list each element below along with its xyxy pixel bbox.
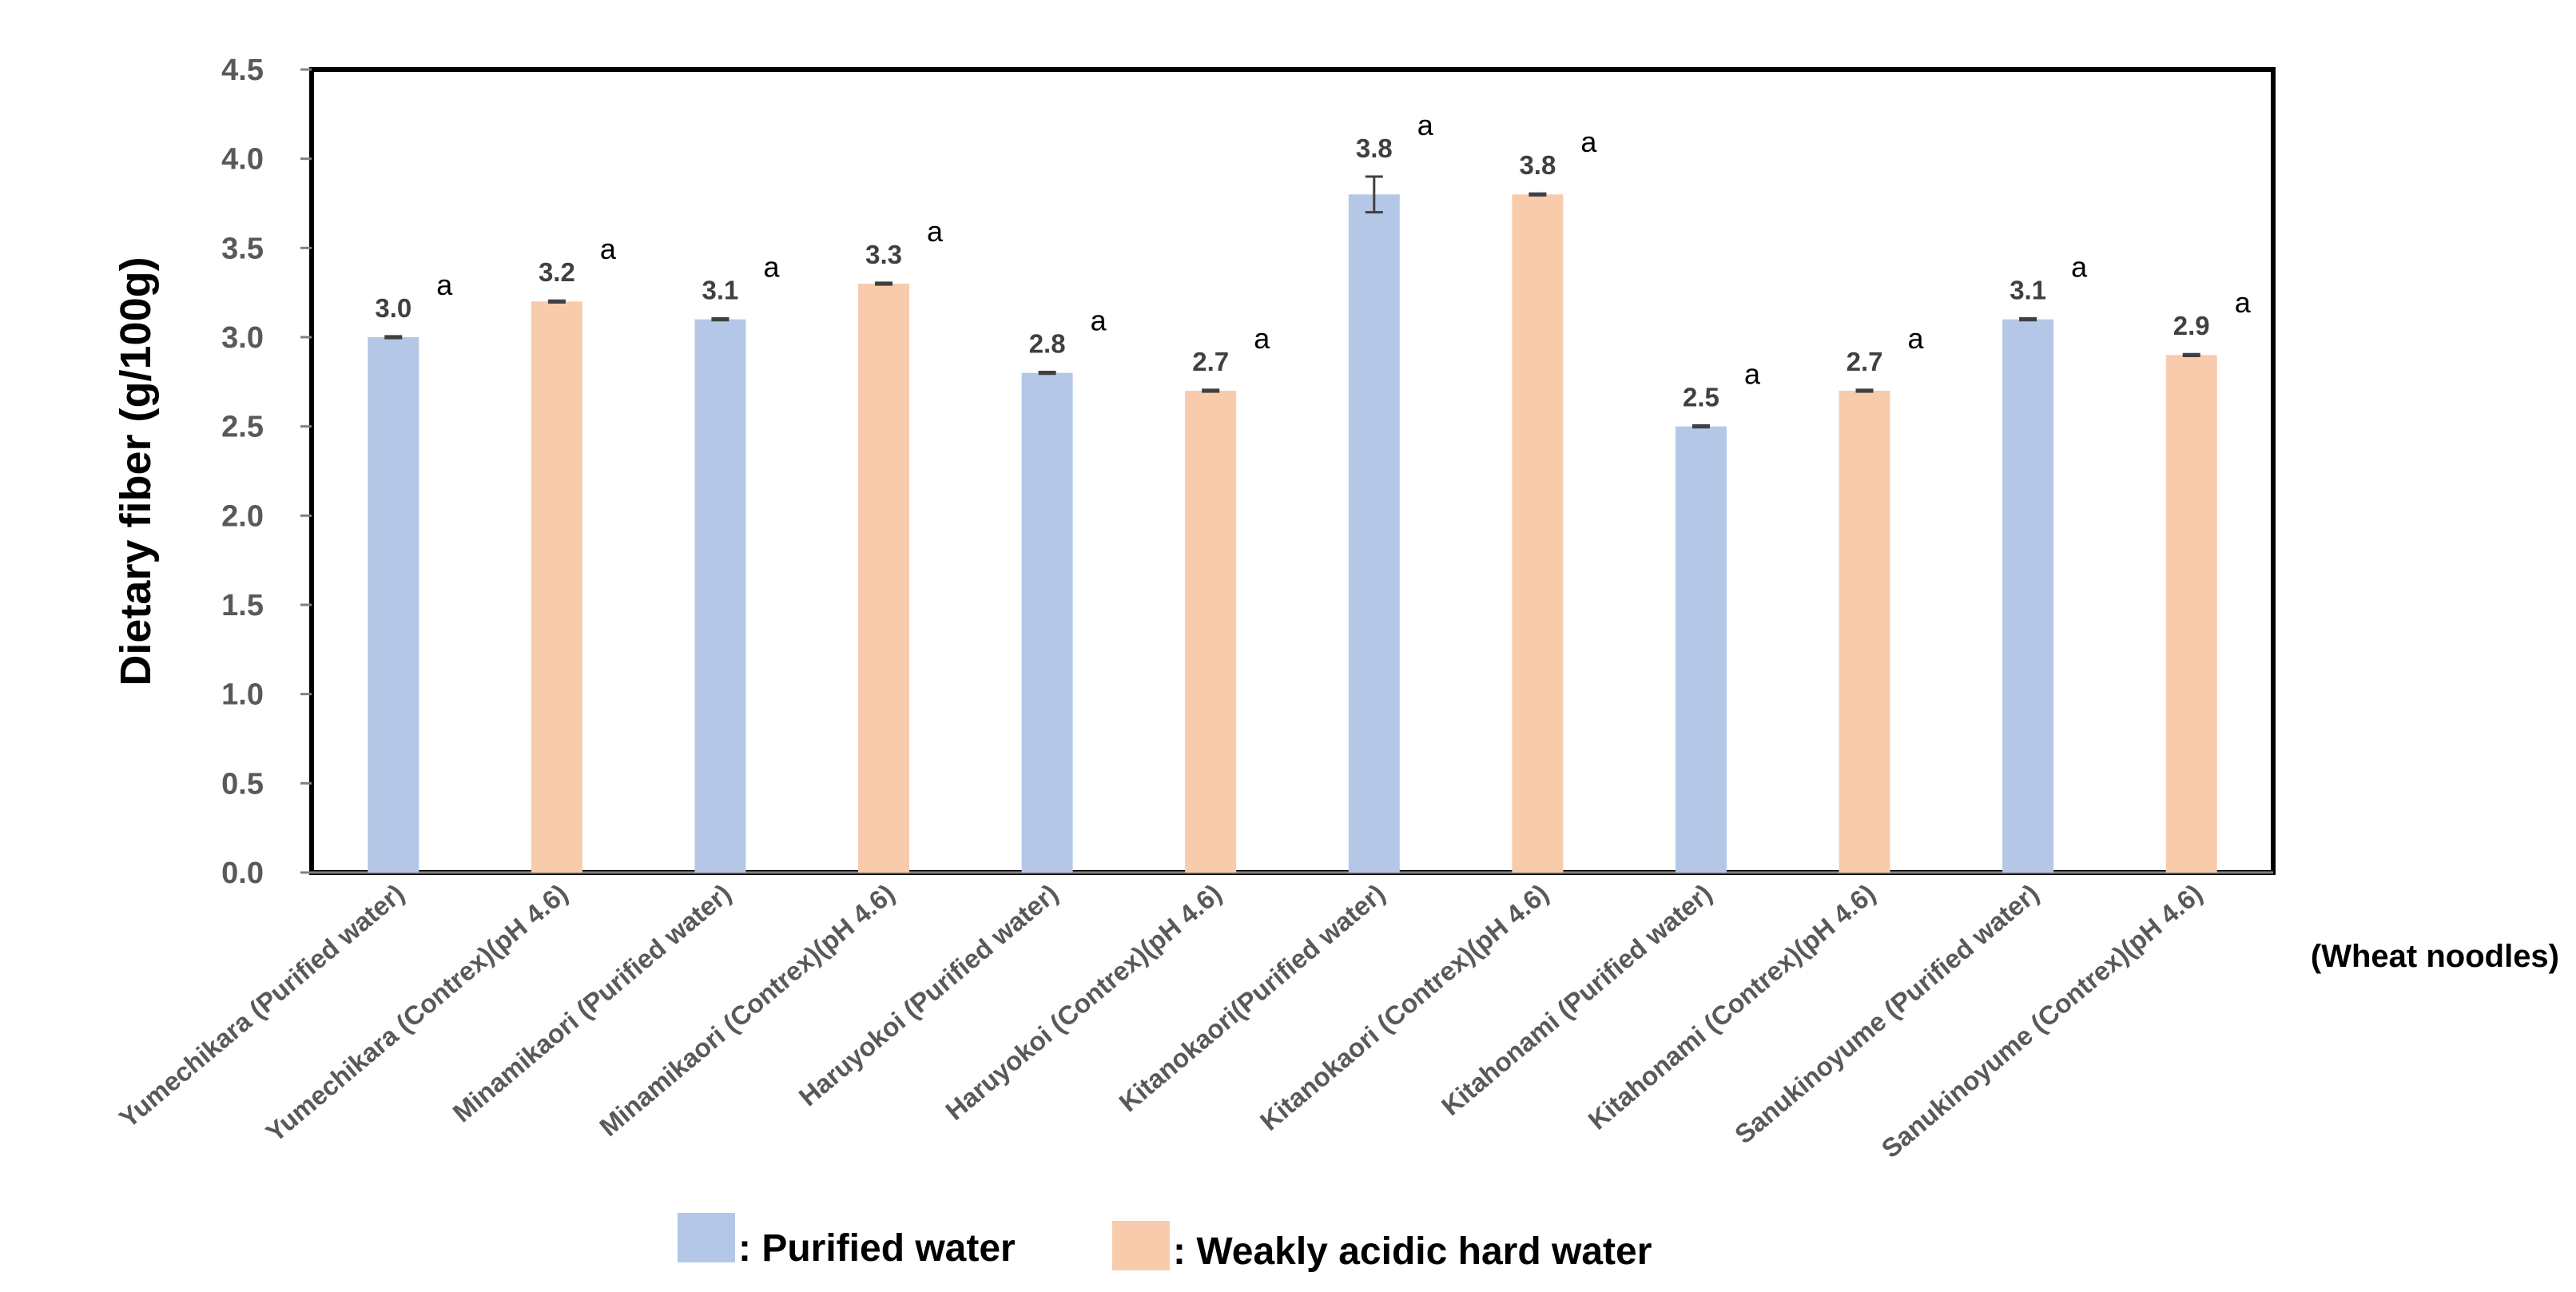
bar	[368, 337, 419, 873]
error-bars	[384, 175, 2200, 429]
significance-letter: a	[1254, 322, 1270, 355]
data-label: 3.0	[375, 293, 411, 323]
error-bar	[1365, 175, 1383, 214]
x-category-label: Minamikaori (Purified water)	[447, 878, 737, 1127]
significance-letter: a	[2071, 251, 2088, 284]
significance-letters: a a a a a a a a a a a a	[436, 109, 2251, 391]
bar	[694, 319, 746, 873]
data-label: 2.7	[1192, 347, 1229, 376]
legend: : Purified water : Weakly acidic hard wa…	[678, 1213, 1652, 1273]
data-label: 3.3	[865, 240, 902, 269]
significance-letter: a	[1908, 322, 1925, 355]
data-label: 3.8	[1356, 133, 1393, 163]
x-category-label: Yumechikara (Purified water)	[113, 878, 410, 1134]
significance-letter: a	[1744, 358, 1761, 391]
bar	[1512, 194, 1564, 873]
y-tick-label: 4.0	[221, 143, 264, 177]
x-category-label: Minamikaori (Contrex)(pH 4.6)	[594, 878, 900, 1142]
significance-letter: a	[927, 215, 944, 248]
x-category-label: Haruyokoi (Purified water)	[793, 878, 1063, 1111]
legend-label-purified-water: : Purified water	[738, 1227, 1016, 1270]
error-bar	[547, 299, 566, 304]
error-bar	[1855, 388, 1874, 393]
y-tick-label: 1.0	[221, 678, 264, 712]
data-label: 3.1	[702, 276, 739, 305]
significance-letter: a	[1580, 125, 1597, 158]
x-category-label: Haruyokoi (Contrex)(pH 4.6)	[940, 878, 1226, 1126]
data-labels: 3.0 3.2 3.1 3.3 2.8 2.7 3.8 3.8 2.5 2.7 3.1 2.9	[375, 133, 2209, 412]
significance-letter: a	[1417, 109, 1434, 141]
x-category-label: Kitanokaori (Contrex)(pH 4.6)	[1254, 878, 1554, 1136]
y-tick-label: 1.5	[221, 589, 264, 622]
bar	[1675, 426, 1727, 873]
error-bar	[1691, 424, 1710, 429]
x-axis-category-labels: Yumechikara (Purified water)Yumechikara …	[113, 878, 2208, 1163]
data-label: 2.7	[1847, 347, 1883, 376]
x-axis-note: (Wheat noodles)	[2311, 939, 2559, 974]
y-tick-label: 0.5	[221, 767, 264, 801]
x-category-label: Kitahonami (Contrex)(pH 4.6)	[1583, 878, 1882, 1135]
bar	[531, 301, 582, 873]
y-axis-label: Dietary fiber (g/100g)	[112, 256, 160, 686]
significance-letter: a	[763, 251, 780, 284]
bar	[1839, 391, 1890, 873]
x-category-label: Sanukinoyume (Purified water)	[1729, 878, 2045, 1150]
y-tick-label: 0.0	[221, 857, 264, 890]
bar	[858, 284, 910, 873]
error-bar	[384, 335, 403, 340]
x-category-label: Sanukinoyume (Contrex)(pH 4.6)	[1876, 878, 2208, 1163]
data-label: 3.8	[1519, 150, 1556, 180]
data-label: 3.1	[2010, 276, 2046, 305]
y-tick-label: 2.5	[221, 411, 264, 444]
y-tick-label: 3.0	[221, 321, 264, 355]
legend-swatch-weakly-acidic-hard-water	[1112, 1221, 1170, 1270]
significance-letter: a	[600, 233, 617, 265]
x-category-label: Kitanokaori(Purified water)	[1113, 878, 1390, 1117]
error-bar	[1202, 388, 1220, 393]
bar	[1348, 194, 1400, 873]
x-category-label: Yumechikara (Contrex)(pH 4.6)	[260, 878, 574, 1147]
bar	[1021, 372, 1073, 873]
legend-label-weakly-acidic-hard-water: : Weakly acidic hard water	[1173, 1230, 1652, 1273]
legend-swatch-purified-water	[678, 1213, 735, 1262]
significance-letter: a	[1091, 304, 1107, 337]
error-bar	[711, 317, 729, 322]
plot-area	[309, 67, 2276, 875]
x-category-label: Kitahonami (Purified water)	[1436, 878, 1717, 1121]
error-bar	[1529, 192, 1547, 197]
significance-letter: a	[2235, 286, 2252, 319]
bar-series	[368, 194, 2217, 873]
bar	[2165, 355, 2217, 873]
significance-letter: a	[436, 268, 453, 301]
data-label: 2.8	[1029, 329, 1066, 359]
error-bar	[2182, 352, 2200, 357]
data-label: 3.2	[539, 257, 575, 287]
bar	[1185, 391, 1237, 873]
data-label: 2.5	[1683, 383, 1719, 412]
y-tick-label: 2.0	[221, 499, 264, 533]
error-bar	[875, 281, 893, 286]
y-tick-label: 4.5	[221, 54, 264, 87]
y-axis-ticks: 0.0 0.5 1.0 1.5 2.0 2.5 3.0 3.5 4.0 4.5	[221, 54, 312, 890]
bar	[2002, 319, 2054, 873]
error-bar	[1038, 371, 1056, 376]
data-label: 2.9	[2173, 311, 2210, 340]
y-tick-label: 3.5	[221, 232, 264, 265]
error-bar	[2019, 317, 2037, 322]
